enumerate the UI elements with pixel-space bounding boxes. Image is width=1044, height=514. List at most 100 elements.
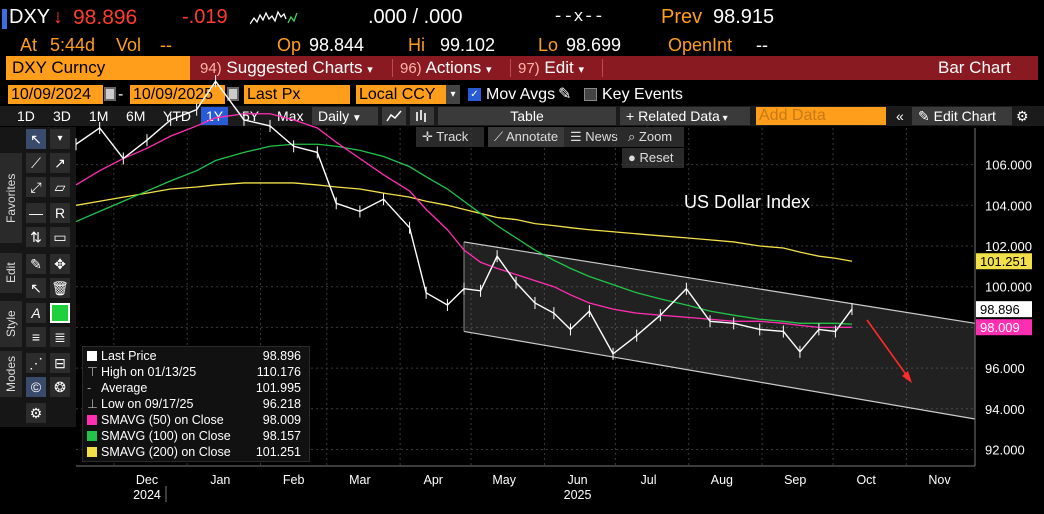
pencil-icon[interactable]: ✎ (558, 86, 572, 103)
frequency-select[interactable]: Daily ▼ (312, 107, 378, 125)
key-events-checkbox[interactable] (584, 88, 597, 101)
select-icon[interactable]: ↖ (26, 278, 46, 298)
color-icon[interactable] (50, 303, 70, 323)
y-tick-label: 104.000 (985, 198, 1032, 213)
x-tick-label: Jan (210, 473, 230, 487)
crosshair-icon: ✛ (422, 129, 437, 144)
y-tick-label: 96.000 (985, 361, 1025, 376)
key-events-label[interactable]: Key Events (602, 86, 683, 103)
line-chart-type-button[interactable] (382, 107, 406, 125)
period-max[interactable]: Max (277, 108, 304, 124)
last-value-text: 98.896 (980, 302, 1020, 317)
x-year-label: 2024 (133, 488, 161, 502)
annotate-button[interactable]: ⟋ Annotate (488, 127, 572, 147)
zoom-button[interactable]: ⌕ Zoom (622, 127, 684, 147)
suggested-charts-menu[interactable]: 94) Suggested Charts ▾ (200, 58, 373, 77)
chart-grid (76, 128, 975, 466)
channel-fill (463, 241, 975, 419)
fib-icon[interactable]: ⇅ (26, 227, 46, 247)
pencil-icon[interactable]: ✎ (26, 254, 46, 274)
last-value-box (976, 319, 1032, 336)
mov-avgs-label[interactable]: Mov Avgs (486, 86, 556, 103)
x-tick-label: Jun (567, 473, 587, 487)
chart-type-label: Bar Chart (938, 58, 1011, 77)
caret-down-icon[interactable]: ▾ (446, 85, 460, 104)
rect-icon[interactable]: ▭ (50, 227, 70, 247)
period-6m[interactable]: 6M (126, 108, 146, 124)
news-button[interactable]: ☰ News (564, 127, 624, 147)
low-value: 98.699 (566, 35, 622, 55)
currency-select[interactable]: Local CCY (356, 85, 446, 104)
bar-chart-icon (416, 110, 426, 122)
quote-line-1: DXY ↓ 98.896 -.019 .000 / .000 --x-- Pre… (0, 6, 1044, 32)
last-value-box (976, 253, 1032, 270)
cursor-icon[interactable]: ↖ (26, 129, 46, 149)
x-axis: Dec Jan Feb Mar Apr May Jun Jul Aug Sep Oct Nov 2024… (76, 465, 975, 502)
x-tick-label: Aug (711, 473, 733, 487)
link-icon[interactable]: © (26, 377, 46, 397)
projection-arrow-head (902, 371, 912, 383)
bar-chart-type-button[interactable] (410, 107, 434, 125)
font-icon[interactable]: A (26, 303, 46, 323)
trend-icon[interactable]: ⤢ (26, 177, 46, 197)
y-tick-label: 94.000 (985, 402, 1025, 417)
last-value-text: 101.251 (980, 254, 1027, 269)
ticker-marker (2, 9, 7, 29)
legend-low: ⊥ Low on 09/17/25 96.218 (87, 397, 301, 411)
security-field[interactable]: DXY Curncy (6, 56, 190, 80)
dropdown-icon[interactable]: ▾ (50, 129, 70, 149)
channel-lower (463, 330, 976, 420)
collapse-icon[interactable]: « (896, 108, 904, 124)
legend-sma50: SMAVG (50) on Close 98.009 (87, 412, 307, 428)
line-icon[interactable]: ⟋ (26, 153, 46, 173)
calendar-icon[interactable] (104, 87, 116, 101)
period-1m[interactable]: 1M (89, 108, 109, 124)
table-button[interactable]: Table (438, 107, 616, 125)
x-tick-label: Oct (856, 473, 876, 487)
reset-icon: ● (628, 150, 640, 165)
calendar-icon[interactable] (227, 87, 239, 101)
text-icon[interactable]: R (50, 203, 70, 223)
hline-icon[interactable]: — (26, 203, 46, 223)
mov-avgs-checkbox[interactable]: ✓ (468, 88, 481, 101)
last-value-label: 101.251 (976, 253, 1032, 270)
channel-icon[interactable]: ▱ (50, 177, 70, 197)
high-label: Hi (408, 35, 425, 55)
field-select[interactable]: Last Px (244, 85, 350, 104)
colors-icon[interactable]: ❂ (50, 377, 70, 397)
y-axis: 92.00094.00096.00098.000100.000102.00010… (974, 128, 1032, 466)
actions-menu[interactable]: 96) Actions ▾ (400, 58, 492, 77)
annotate-icon: ⟋ (494, 129, 506, 144)
vol-label: Vol (116, 35, 142, 55)
caret-down-icon: ▾ (719, 113, 728, 124)
period-3d[interactable]: 3D (53, 108, 71, 124)
magnet-icon[interactable]: ⊟ (50, 353, 70, 373)
edit-chart-button[interactable]: ✎ Edit Chart (912, 107, 1012, 125)
related-data-menu[interactable]: + Related Data ▾ (620, 107, 750, 125)
trash-icon[interactable]: 🗑 (50, 278, 70, 298)
track-button[interactable]: ✛ Track (416, 127, 484, 147)
bid-ask-size: --x-- (553, 8, 605, 27)
move-icon[interactable]: ✥ (50, 254, 70, 274)
add-data-input[interactable]: Add Data (756, 107, 886, 125)
period-1d[interactable]: 1D (17, 108, 35, 124)
at-label: At (20, 35, 38, 55)
caret-down-icon: ▾ (578, 64, 584, 76)
linewidth-icon[interactable]: ≡ (26, 327, 46, 347)
edit-menu[interactable]: 97) Edit ▾ (518, 58, 584, 77)
legend-average: - Average 101.995 (87, 381, 301, 395)
legend-swatch (87, 415, 97, 425)
gear-icon[interactable]: ⚙ (1016, 108, 1029, 124)
end-date-input[interactable]: 10/09/2025 (130, 85, 225, 104)
drawing-toolbox: Favorites Edit Style Modes ↖ ▾ ⟋ ↗ ⤢ ▱ —… (0, 127, 76, 427)
ray-icon[interactable]: ↗ (50, 153, 70, 173)
settings-icon[interactable]: ⚙ (26, 403, 46, 423)
y-tick-label: 92.000 (985, 443, 1025, 458)
last-value-label: 98.896 (976, 301, 1032, 318)
reset-button[interactable]: ● Reset (622, 148, 684, 168)
linestyle-icon[interactable]: ≣ (50, 327, 70, 347)
sma100-line (75, 143, 853, 325)
snap-icon[interactable]: ⋰ (26, 353, 46, 373)
start-date-input[interactable]: 10/09/2024 (8, 85, 103, 104)
